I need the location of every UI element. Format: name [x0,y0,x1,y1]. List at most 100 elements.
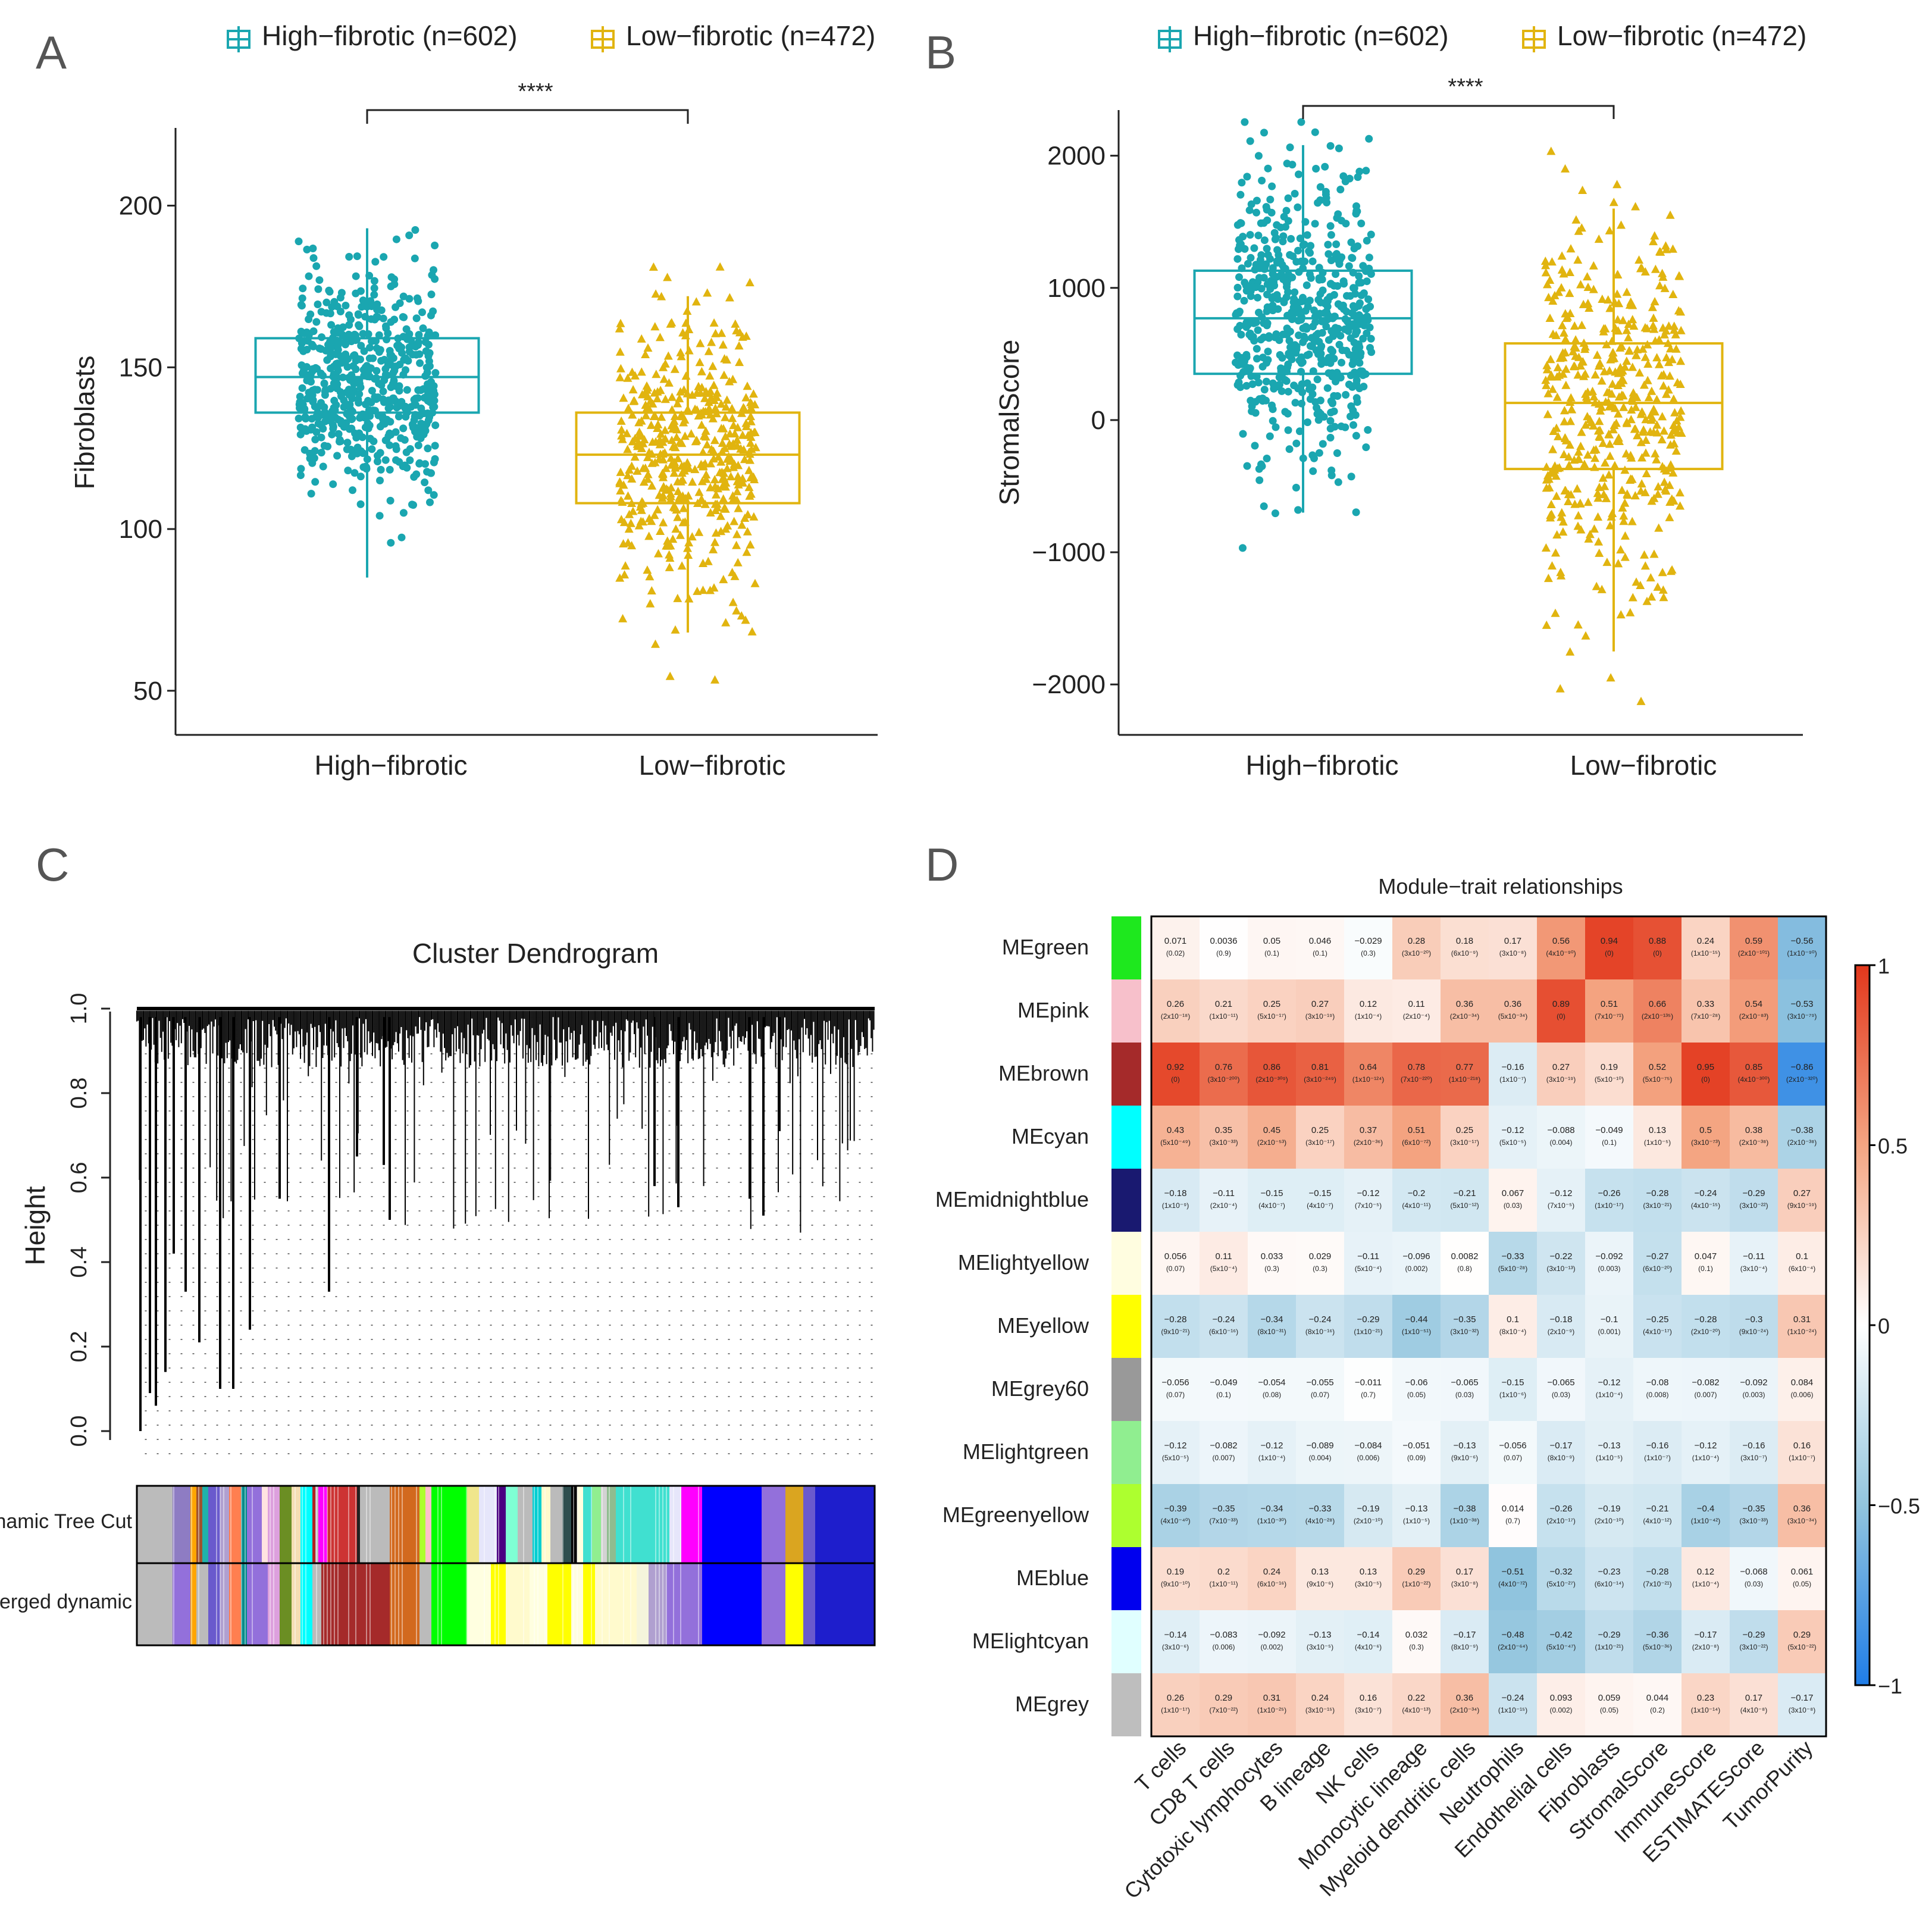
high-fibrotic-point [1258,313,1266,321]
low-fibrotic-point [1564,461,1574,469]
d-cell-correlation: −0.35 [1743,1504,1765,1514]
d-cell-correlation: −0.14 [1357,1630,1380,1640]
high-fibrotic-point [1282,206,1291,215]
d-cell-correlation: −0.13 [1405,1504,1428,1514]
d-cell-pvalue: (4x10⁻¹⁵) [1691,1201,1720,1210]
d-heatmap-cell [1151,1673,1200,1736]
low-fibrotic-point [1552,530,1562,539]
low-fibrotic-point [750,578,760,587]
high-fibrotic-point [417,420,425,428]
low-fibrotic-point [624,524,634,533]
high-fibrotic-point [1250,244,1258,252]
low-fibrotic-point [725,456,735,465]
high-fibrotic-point [356,472,365,481]
d-heatmap-cell [1489,1358,1537,1421]
d-cell-correlation: −0.17 [1695,1630,1717,1640]
d-heatmap-cell [1392,1610,1441,1673]
high-fibrotic-point [1348,254,1357,262]
d-row-label: MEgrey [1015,1692,1089,1716]
high-fibrotic-point [421,338,430,346]
low-fibrotic-point [679,503,688,512]
low-fibrotic-point [1657,435,1667,444]
high-fibrotic-point [343,363,352,371]
c-merged-dynamic-segment [803,1563,815,1645]
d-heatmap-cell [1151,1421,1200,1484]
low-fibrotic-point [621,561,630,570]
d-cell-correlation: 0.18 [1456,936,1473,946]
high-fibrotic-point [1302,325,1311,333]
low-fibrotic-point [1613,270,1623,278]
panel-c-row-label-merged: Merged dynamic [0,1591,132,1613]
high-fibrotic-point [1279,275,1288,283]
d-cell-correlation: −0.42 [1550,1630,1573,1640]
low-fibrotic-point [1648,302,1657,311]
d-heatmap-cell [1778,1421,1826,1484]
panel-b-boxes [1193,145,1724,652]
high-fibrotic-point [347,446,355,453]
low-fibrotic-point [675,530,685,539]
low-fibrotic-point [1619,511,1629,520]
high-fibrotic-point [1326,417,1335,425]
low-fibrotic-point [1649,549,1659,558]
d-cell-pvalue: (4x10⁻¹¹) [1402,1201,1430,1210]
d-heatmap-cell [1441,1295,1489,1358]
d-module-color-swatch [1111,1673,1141,1736]
low-fibrotic-point [701,432,710,441]
d-cell-correlation: −0.29 [1357,1314,1380,1325]
high-fibrotic-point [1327,467,1336,474]
high-fibrotic-point [1233,283,1242,292]
high-fibrotic-point [1291,341,1299,349]
high-fibrotic-point [1333,282,1342,290]
d-cell-pvalue: (0.002) [1260,1643,1283,1651]
d-cell-correlation: 0.37 [1360,1125,1377,1135]
high-fibrotic-point [424,444,432,453]
d-cell-correlation: 0.032 [1405,1630,1428,1640]
d-cell-correlation: −0.29 [1743,1630,1765,1640]
low-fibrotic-point [1642,469,1651,477]
high-fibrotic-point [1364,426,1372,434]
high-fibrotic-point [380,253,388,261]
c-merged-dynamic-segment [137,1563,173,1645]
low-fibrotic-point [1573,521,1583,530]
high-fibrotic-point [349,486,356,494]
low-fibrotic-point [728,374,738,383]
c-deep-branches [139,1017,781,1431]
high-fibrotic-point [312,428,321,436]
low-fibrotic-point [1580,459,1589,468]
high-fibrotic-point [367,399,375,406]
high-fibrotic-point [1316,396,1324,405]
low-fibrotic-point [1617,220,1626,229]
d-cell-pvalue: (5x10⁻²⁸) [1498,1264,1527,1273]
low-fibrotic-point [654,549,663,558]
high-fibrotic-point [1233,292,1242,300]
high-fibrotic-point [1266,432,1274,440]
low-fibrotic-point [706,386,715,395]
low-fibrotic-point [1561,436,1571,444]
low-fibrotic-point [1608,348,1618,356]
low-fibrotic-point [1643,359,1653,368]
high-fibrotic-point [393,403,401,412]
high-fibrotic-point [1287,234,1295,243]
high-fibrotic-point [1275,336,1283,345]
high-fibrotic-point [1365,253,1373,262]
d-cell-pvalue: (1x10⁻⁵¹) [1402,1328,1431,1336]
low-fibrotic-point [1561,309,1570,318]
high-fibrotic-point [425,357,433,365]
c-dynamic-tree-cut-segment [702,1486,762,1563]
d-cell-pvalue: (0) [1557,1012,1565,1021]
high-fibrotic-point [372,367,381,375]
low-fibrotic-point [696,388,705,397]
high-fibrotic-point [1266,195,1275,204]
d-heatmap-cell [1730,1169,1778,1232]
low-fibrotic-point [1662,389,1671,398]
panel-a-legend-high: High−fibrotic (n=602) [262,20,518,51]
low-fibrotic-point [682,458,692,467]
d-cell-correlation: 0.24 [1263,1567,1280,1577]
d-heatmap-cell [1441,1043,1489,1106]
low-fibrotic-point [1571,351,1580,360]
low-fibrotic-point [1631,402,1640,411]
c-dynamic-tree-cut-segment [208,1486,220,1563]
low-fibrotic-point [1547,257,1557,266]
low-fibrotic-point [684,464,694,472]
high-fibrotic-point [377,356,386,365]
